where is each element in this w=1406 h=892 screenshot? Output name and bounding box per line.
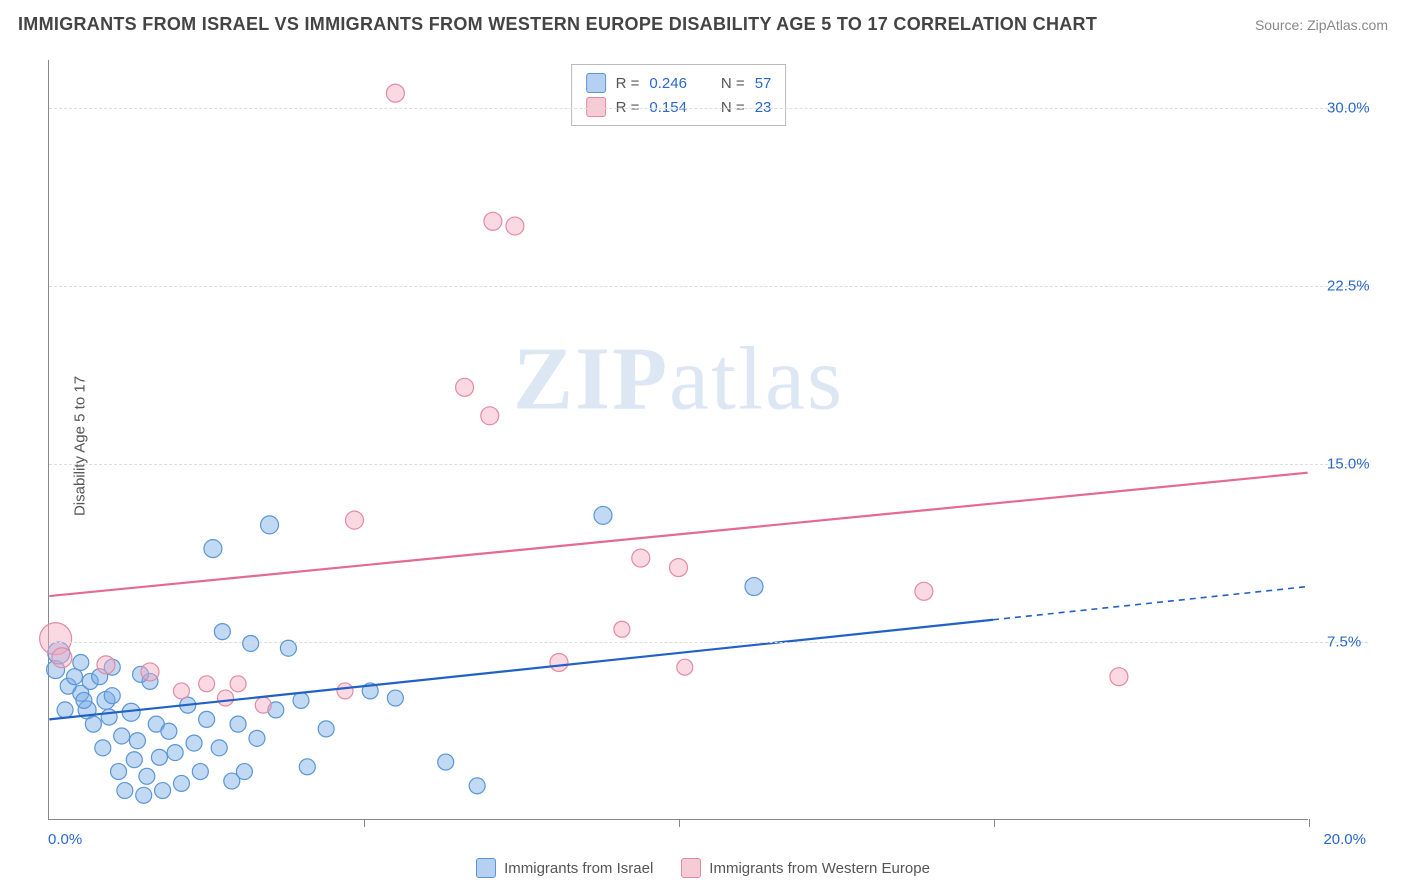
point-we <box>199 676 215 692</box>
point-we <box>456 378 474 396</box>
trendline-israel-dash <box>993 587 1308 620</box>
point-we <box>677 659 693 675</box>
point-we <box>255 697 271 713</box>
x-tick <box>1309 819 1310 827</box>
point-we <box>52 648 72 668</box>
point-we <box>1110 668 1128 686</box>
n-label: N = <box>721 75 745 92</box>
trendline-we <box>49 473 1307 596</box>
swatch-blue-icon <box>476 858 496 878</box>
point-we <box>614 621 630 637</box>
legend-row-israel: R = 0.246 N = 57 <box>586 71 772 95</box>
point-israel <box>167 745 183 761</box>
point-israel <box>192 764 208 780</box>
point-israel <box>236 764 252 780</box>
point-we <box>915 582 933 600</box>
point-we <box>386 84 404 102</box>
point-israel <box>85 716 101 732</box>
legend-label: Immigrants from Western Europe <box>709 860 930 877</box>
point-we <box>484 212 502 230</box>
chart-title: IMMIGRANTS FROM ISRAEL VS IMMIGRANTS FRO… <box>18 14 1097 35</box>
point-israel <box>117 783 133 799</box>
gridline <box>49 286 1368 287</box>
point-israel <box>261 516 279 534</box>
series-legend: Immigrants from Israel Immigrants from W… <box>0 858 1406 878</box>
legend-item-israel: Immigrants from Israel <box>476 858 653 878</box>
point-israel <box>151 749 167 765</box>
point-israel <box>136 787 152 803</box>
point-israel <box>387 690 403 706</box>
point-we <box>345 511 363 529</box>
point-israel <box>67 669 83 685</box>
point-israel <box>104 688 120 704</box>
point-we <box>141 663 159 681</box>
point-israel <box>73 654 89 670</box>
point-israel <box>57 702 73 718</box>
point-israel <box>126 752 142 768</box>
x-tick-min: 0.0% <box>48 831 82 848</box>
point-israel <box>76 692 92 708</box>
point-israel <box>204 540 222 558</box>
point-we <box>173 683 189 699</box>
point-we <box>632 549 650 567</box>
point-israel <box>173 775 189 791</box>
r-value: 0.246 <box>649 75 687 92</box>
point-israel <box>299 759 315 775</box>
point-israel <box>114 728 130 744</box>
n-value: 57 <box>755 75 772 92</box>
gridline <box>49 108 1368 109</box>
point-israel <box>161 723 177 739</box>
x-tick-max: 20.0% <box>1323 831 1366 848</box>
x-tick <box>364 819 365 827</box>
point-israel <box>249 730 265 746</box>
point-israel <box>230 716 246 732</box>
point-we <box>506 217 524 235</box>
point-we <box>218 690 234 706</box>
x-tick <box>679 819 680 827</box>
gridline <box>49 642 1368 643</box>
source-label: Source: ZipAtlas.com <box>1255 17 1388 33</box>
correlation-legend: R = 0.246 N = 57 R = 0.154 N = 23 <box>571 64 787 126</box>
point-we <box>670 559 688 577</box>
point-israel <box>139 768 155 784</box>
legend-label: Immigrants from Israel <box>504 860 653 877</box>
point-israel <box>186 735 202 751</box>
r-label: R = <box>616 75 640 92</box>
point-israel <box>214 624 230 640</box>
point-israel <box>243 635 259 651</box>
swatch-pink-icon <box>681 858 701 878</box>
plot-area: ZIPatlas R = 0.246 N = 57 R = 0.154 N = … <box>48 60 1308 820</box>
point-israel <box>211 740 227 756</box>
point-we <box>481 407 499 425</box>
point-israel <box>129 733 145 749</box>
legend-item-we: Immigrants from Western Europe <box>681 858 930 878</box>
point-israel <box>745 578 763 596</box>
swatch-blue-icon <box>586 73 606 93</box>
point-israel <box>318 721 334 737</box>
point-israel <box>438 754 454 770</box>
point-israel <box>95 740 111 756</box>
gridline <box>49 464 1368 465</box>
point-we <box>337 683 353 699</box>
point-we <box>97 656 115 674</box>
point-we <box>230 676 246 692</box>
x-tick <box>994 819 995 827</box>
point-israel <box>111 764 127 780</box>
point-israel <box>469 778 485 794</box>
chart-svg <box>49 60 1308 819</box>
point-israel <box>594 506 612 524</box>
point-israel <box>293 692 309 708</box>
point-we <box>550 653 568 671</box>
point-israel <box>155 783 171 799</box>
trendline-israel <box>49 620 993 720</box>
point-israel <box>199 711 215 727</box>
